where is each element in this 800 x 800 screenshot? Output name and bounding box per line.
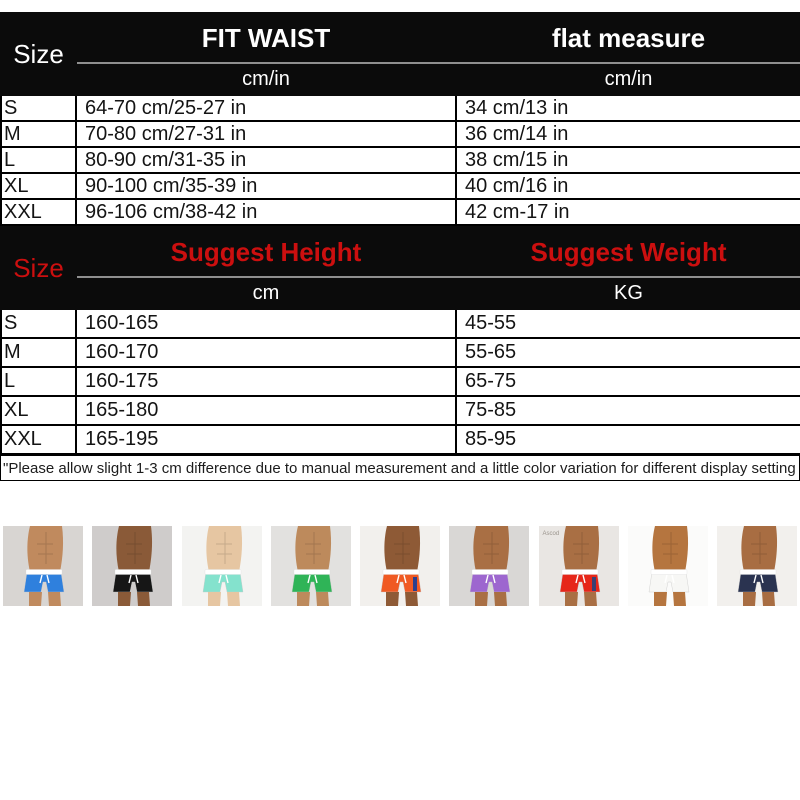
table-row: XL 165-180 75-85 — [0, 395, 800, 426]
flat-measure-cell: 42 cm-17 in — [455, 198, 800, 226]
waist-cell: 70-80 cm/27-31 in — [75, 120, 457, 148]
waist-cell: 96-106 cm/38-42 in — [75, 198, 457, 226]
table-row: M 160-170 55-65 — [0, 337, 800, 368]
table-row: M 70-80 cm/27-31 in 36 cm/14 in — [0, 120, 800, 148]
weight-cell: 45-55 — [455, 308, 800, 339]
size-cell: XL — [0, 172, 77, 200]
suggest-weight-header: Suggest Weight — [455, 226, 800, 278]
measurement-note-bar: "Please allow slight 1-3 cm difference d… — [0, 455, 800, 481]
table-row: L 80-90 cm/31-35 in 38 cm/15 in — [0, 146, 800, 174]
swim-shorts-illustration — [538, 526, 619, 606]
brand-watermark: Ascod — [542, 531, 560, 537]
weight-unit-header: KG — [455, 276, 800, 310]
height-cell: 160-170 — [75, 337, 457, 368]
size-cell: XXL — [0, 424, 77, 455]
swim-shorts-illustration — [627, 526, 708, 606]
height-unit-header: cm — [75, 276, 457, 310]
product-thumbnail[interactable] — [270, 526, 351, 606]
waist-cell: 90-100 cm/35-39 in — [75, 172, 457, 200]
table-row: L 160-175 65-75 — [0, 366, 800, 397]
weight-cell: 75-85 — [455, 395, 800, 426]
table-row: S 64-70 cm/25-27 in 34 cm/13 in — [0, 94, 800, 122]
waist-cell: 80-90 cm/31-35 in — [75, 146, 457, 174]
fit-waist-size-table: Size FIT WAIST flat measure cm/in cm/in … — [0, 12, 800, 226]
size-cell: S — [0, 94, 77, 122]
weight-cell: 55-65 — [455, 337, 800, 368]
height-cell: 160-175 — [75, 366, 457, 397]
weight-cell: 65-75 — [455, 366, 800, 397]
product-thumbnail-strip: Ascod — [0, 526, 800, 606]
waist-cell: 64-70 cm/25-27 in — [75, 94, 457, 122]
swim-shorts-illustration — [181, 526, 262, 606]
size-cell: S — [0, 308, 77, 339]
swim-shorts-illustration — [360, 526, 440, 606]
size-column-header: Size — [0, 12, 77, 96]
product-thumbnail[interactable]: Ascod — [538, 526, 619, 606]
height-weight-size-table: Size Suggest Height Suggest Weight cm KG… — [0, 226, 800, 455]
table-row: S 160-165 45-55 — [0, 308, 800, 339]
height-cell: 165-195 — [75, 424, 457, 455]
table-row: XL 90-100 cm/35-39 in 40 cm/16 in — [0, 172, 800, 200]
swim-shorts-illustration — [92, 526, 173, 606]
product-thumbnail[interactable] — [92, 526, 173, 606]
flat-measure-cell: 40 cm/16 in — [455, 172, 800, 200]
flat-measure-cell: 34 cm/13 in — [455, 94, 800, 122]
product-thumbnail[interactable] — [360, 526, 440, 606]
product-thumbnail[interactable] — [181, 526, 262, 606]
swim-shorts-illustration — [449, 526, 530, 606]
swim-shorts-illustration — [717, 526, 797, 606]
product-thumbnail[interactable] — [717, 526, 797, 606]
product-thumbnail[interactable] — [3, 526, 83, 606]
size-column-header: Size — [0, 226, 77, 310]
height-cell: 160-165 — [75, 308, 457, 339]
weight-cell: 85-95 — [455, 424, 800, 455]
size-cell: M — [0, 120, 77, 148]
table-row: XXL 96-106 cm/38-42 in 42 cm-17 in — [0, 198, 800, 226]
size-cell: XL — [0, 395, 77, 426]
size-cell: M — [0, 337, 77, 368]
swim-shorts-illustration — [270, 526, 351, 606]
fit-waist-unit-header: cm/in — [75, 62, 457, 96]
size-cell: L — [0, 146, 77, 174]
flat-measure-header: flat measure — [455, 12, 800, 64]
size-chart-sheet: Size FIT WAIST flat measure cm/in cm/in … — [0, 12, 800, 606]
flat-measure-unit-header: cm/in — [455, 62, 800, 96]
flat-measure-cell: 36 cm/14 in — [455, 120, 800, 148]
table-row: XXL 165-195 85-95 — [0, 424, 800, 455]
swim-shorts-illustration — [3, 526, 83, 606]
product-thumbnail[interactable] — [627, 526, 708, 606]
size-cell: XXL — [0, 198, 77, 226]
flat-measure-cell: 38 cm/15 in — [455, 146, 800, 174]
suggest-height-header: Suggest Height — [75, 226, 457, 278]
product-thumbnail[interactable] — [449, 526, 530, 606]
fit-waist-header: FIT WAIST — [75, 12, 457, 64]
measurement-note: "Please allow slight 1-3 cm difference d… — [3, 459, 800, 477]
height-cell: 165-180 — [75, 395, 457, 426]
size-cell: L — [0, 366, 77, 397]
